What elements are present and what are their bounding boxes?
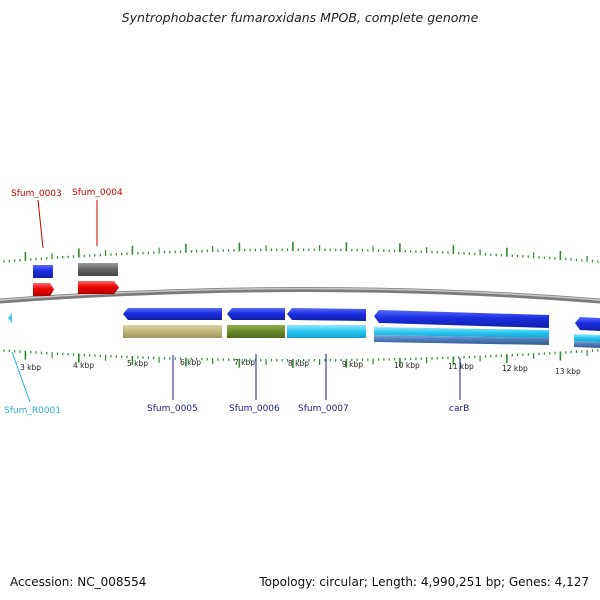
gene-next-box-lower[interactable] <box>574 341 600 348</box>
gene-labels: Sfum_0003 Sfum_0004 Sfum_R0001 Sfum_0005… <box>4 188 469 416</box>
gene-carb-arrow[interactable] <box>374 310 549 328</box>
tick-row-top <box>3 242 599 263</box>
label-sfum-0006[interactable]: Sfum_0006 <box>229 404 280 414</box>
label-sfum-0003[interactable]: Sfum_0003 <box>11 189 62 199</box>
map-title: Syntrophobacter fumaroxidans MPOB, compl… <box>121 10 479 25</box>
genome-summary-text: Topology: circular; Length: 4,990,251 bp… <box>259 575 589 589</box>
gene-sfum-0004-arrow[interactable] <box>78 281 119 294</box>
forward-strand-features <box>33 263 119 296</box>
gene-sfum-0005-box[interactable] <box>123 325 222 338</box>
gene-sfum-0006-arrow[interactable] <box>227 308 285 320</box>
scale-label-10kbp: 10 kbp <box>394 361 420 370</box>
label-carb[interactable]: carB <box>449 404 469 414</box>
scale-label-12kbp: 12 kbp <box>502 364 528 373</box>
callout-sfum-0003 <box>37 199 44 249</box>
genome-backbone <box>0 287 600 304</box>
label-sfum-0004[interactable]: Sfum_0004 <box>72 188 123 198</box>
gene-sfum-0007-arrow[interactable] <box>287 308 366 321</box>
scale-label-13kbp: 13 kbp <box>555 367 581 376</box>
scale-labels: 3 kbp 4 kbp 5 kbp 6 kbp 7 kbp 8 kbp 9 kb… <box>20 358 581 376</box>
scale-label-3kbp: 3 kbp <box>20 363 41 372</box>
tick-row-bottom <box>3 349 599 368</box>
label-sfum-r0001[interactable]: Sfum_R0001 <box>4 406 61 416</box>
gene-carb-box[interactable] <box>374 327 549 338</box>
callout-lines <box>11 199 461 403</box>
gene-sfum-0003-arrow[interactable] <box>33 283 54 296</box>
callout-sfum-r0001 <box>11 351 31 403</box>
gene-carb-box-lower[interactable] <box>374 335 549 345</box>
scale-label-5kbp: 5 kbp <box>127 359 148 368</box>
gene-sfum-r0001-arrow[interactable] <box>8 313 12 323</box>
scale-label-7kbp: 7 kbp <box>234 358 255 367</box>
scale-label-4kbp: 4 kbp <box>73 361 94 370</box>
gene-sfum-0003-box[interactable] <box>33 265 53 278</box>
gene-sfum-0005-arrow[interactable] <box>123 308 222 320</box>
scale-label-6kbp: 6 kbp <box>180 358 201 367</box>
scale-label-8kbp: 8 kbp <box>288 359 309 368</box>
gene-sfum-0006-box[interactable] <box>227 325 285 338</box>
label-sfum-0005[interactable]: Sfum_0005 <box>147 404 198 414</box>
gene-next-arrow[interactable] <box>575 317 600 331</box>
accession-text: Accession: NC_008554 <box>10 575 147 589</box>
gene-next-box[interactable] <box>574 334 600 342</box>
label-sfum-0007[interactable]: Sfum_0007 <box>298 404 349 414</box>
scale-label-11kbp: 11 kbp <box>448 362 474 371</box>
gene-sfum-0007-box[interactable] <box>287 325 366 338</box>
genome-backbone-highlight <box>0 287 600 301</box>
gene-sfum-0004-box[interactable] <box>78 263 118 276</box>
scale-label-9kbp: 9 kbp <box>342 360 363 369</box>
reverse-strand-features <box>8 308 600 348</box>
